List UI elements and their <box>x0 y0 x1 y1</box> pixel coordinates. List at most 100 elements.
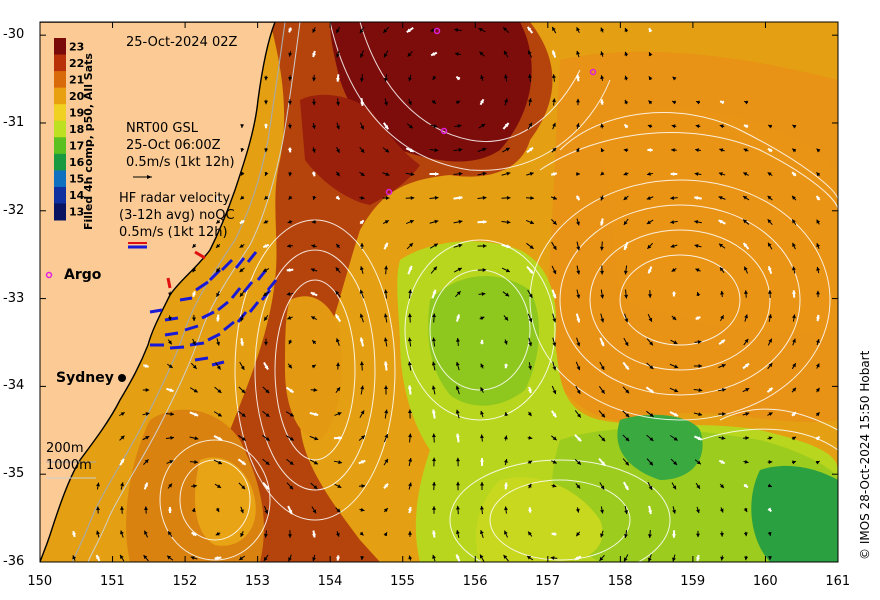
velocity-arrowhead <box>264 76 269 81</box>
velocity-arrowhead <box>96 482 100 487</box>
velocity-arrowhead <box>718 220 723 224</box>
velocity-arrowhead <box>721 436 726 440</box>
velocity-arrowhead <box>168 364 173 368</box>
velocity-arrowhead <box>458 243 463 248</box>
velocity-arrowhead <box>575 98 580 103</box>
velocity-arrowhead <box>574 556 579 560</box>
velocity-arrowhead <box>768 387 773 392</box>
velocity-arrowhead <box>263 124 268 129</box>
velocity-arrowhead <box>288 28 293 33</box>
velocity-arrowhead <box>336 556 341 561</box>
velocity-arrowhead <box>408 482 412 487</box>
velocity-arrowhead <box>576 532 581 537</box>
velocity-arrowhead <box>455 385 460 390</box>
velocity-arrowhead <box>313 460 318 465</box>
velocity-arrowhead <box>407 337 412 342</box>
velocity-arrowhead <box>529 220 534 225</box>
velocity-arrowhead <box>767 483 772 488</box>
lat-tick-label: -32 <box>3 202 25 218</box>
velocity-arrowhead <box>767 195 772 200</box>
velocity-arrowhead <box>529 269 533 274</box>
velocity-arrowhead <box>480 99 484 104</box>
colorbar-label: 20 <box>69 90 85 103</box>
velocity-arrowhead <box>385 195 390 200</box>
lat-tick-label: -35 <box>3 466 25 482</box>
velocity-arrowhead <box>482 147 487 152</box>
velocity-arrowhead <box>289 461 294 465</box>
velocity-arrowhead <box>768 314 773 319</box>
velocity-arrowhead <box>601 413 605 418</box>
velocity-arrowhead <box>696 316 701 321</box>
velocity-arrowhead <box>384 409 389 414</box>
velocity-arrowhead <box>504 506 508 511</box>
velocity-arrowhead <box>217 412 222 417</box>
velocity-arrowhead <box>599 556 604 561</box>
velocity-arrowhead <box>240 171 245 176</box>
velocity-arrowhead <box>288 52 293 57</box>
velocity-arrowhead <box>623 245 628 250</box>
velocity-arrowhead <box>816 290 821 295</box>
velocity-arrowhead <box>287 243 291 248</box>
velocity-arrowhead <box>576 460 581 465</box>
velocity-arrowhead <box>287 101 292 105</box>
plot-frame <box>39 21 839 563</box>
velocity-arrowhead <box>670 171 675 176</box>
velocity-arrowhead <box>360 556 365 560</box>
velocity-arrowhead <box>335 290 340 295</box>
colorbar-label: 18 <box>69 123 84 136</box>
velocity-arrowhead <box>816 219 821 224</box>
velocity-arrowhead <box>359 78 364 82</box>
velocity-arrowhead <box>649 412 654 417</box>
velocity-arrowhead <box>216 268 220 273</box>
velocity-arrowhead <box>743 196 748 200</box>
velocity-arrowhead <box>144 459 149 464</box>
velocity-arrowhead <box>623 196 628 201</box>
velocity-arrowhead <box>649 437 654 441</box>
velocity-arrowhead <box>168 531 172 536</box>
velocity-arrowhead <box>673 461 677 465</box>
velocity-arrowhead <box>337 412 342 416</box>
velocity-arrowhead <box>263 292 268 296</box>
velocity-arrowhead <box>96 506 100 511</box>
velocity-arrowhead <box>719 148 724 153</box>
sst-field <box>40 22 838 562</box>
velocity-arrowhead <box>600 389 605 394</box>
velocity-arrowhead <box>504 530 508 535</box>
velocity-arrowhead <box>552 342 557 347</box>
axis-ticks <box>39 22 839 563</box>
velocity-arrowhead <box>311 244 316 249</box>
velocity-arrowhead <box>168 292 173 297</box>
velocity-arrowhead <box>408 124 413 129</box>
velocity-arrowhead <box>432 289 437 294</box>
velocity-arrowhead <box>696 484 700 489</box>
velocity-arrowhead <box>768 363 773 368</box>
velocity-arrowhead <box>191 508 196 512</box>
velocity-arrowhead <box>625 437 630 442</box>
colorbar-swatch <box>54 120 66 138</box>
velocity-arrowhead <box>287 148 292 153</box>
velocity-arrowhead <box>768 124 773 129</box>
velocity-arrowhead <box>240 532 244 537</box>
velocity-arrowhead <box>359 266 364 271</box>
velocity-arrowhead <box>264 509 269 514</box>
velocity-arrowhead <box>360 148 365 153</box>
velocity-arrowhead <box>384 458 388 463</box>
velocity-arrowhead <box>214 556 219 560</box>
velocity-arrowhead <box>312 340 317 345</box>
velocity-arrowhead <box>768 460 773 465</box>
velocity-arrowhead <box>623 148 628 153</box>
velocity-arrowhead <box>815 314 820 319</box>
velocity-arrowhead <box>310 268 315 272</box>
velocity-arrowhead <box>527 483 532 488</box>
velocity-arrowhead <box>815 339 820 344</box>
velocity-arrowhead <box>552 172 557 177</box>
velocity-arrowhead <box>505 292 510 297</box>
velocity-arrowhead <box>600 148 605 153</box>
velocity-arrowhead <box>767 290 772 294</box>
velocity-arrowhead <box>216 292 220 297</box>
velocity-arrowhead <box>216 243 220 248</box>
velocity-arrowhead <box>552 196 557 200</box>
velocity-arrowhead <box>168 340 172 345</box>
velocity-arrowhead <box>311 172 316 177</box>
velocity-arrowhead <box>192 243 197 248</box>
